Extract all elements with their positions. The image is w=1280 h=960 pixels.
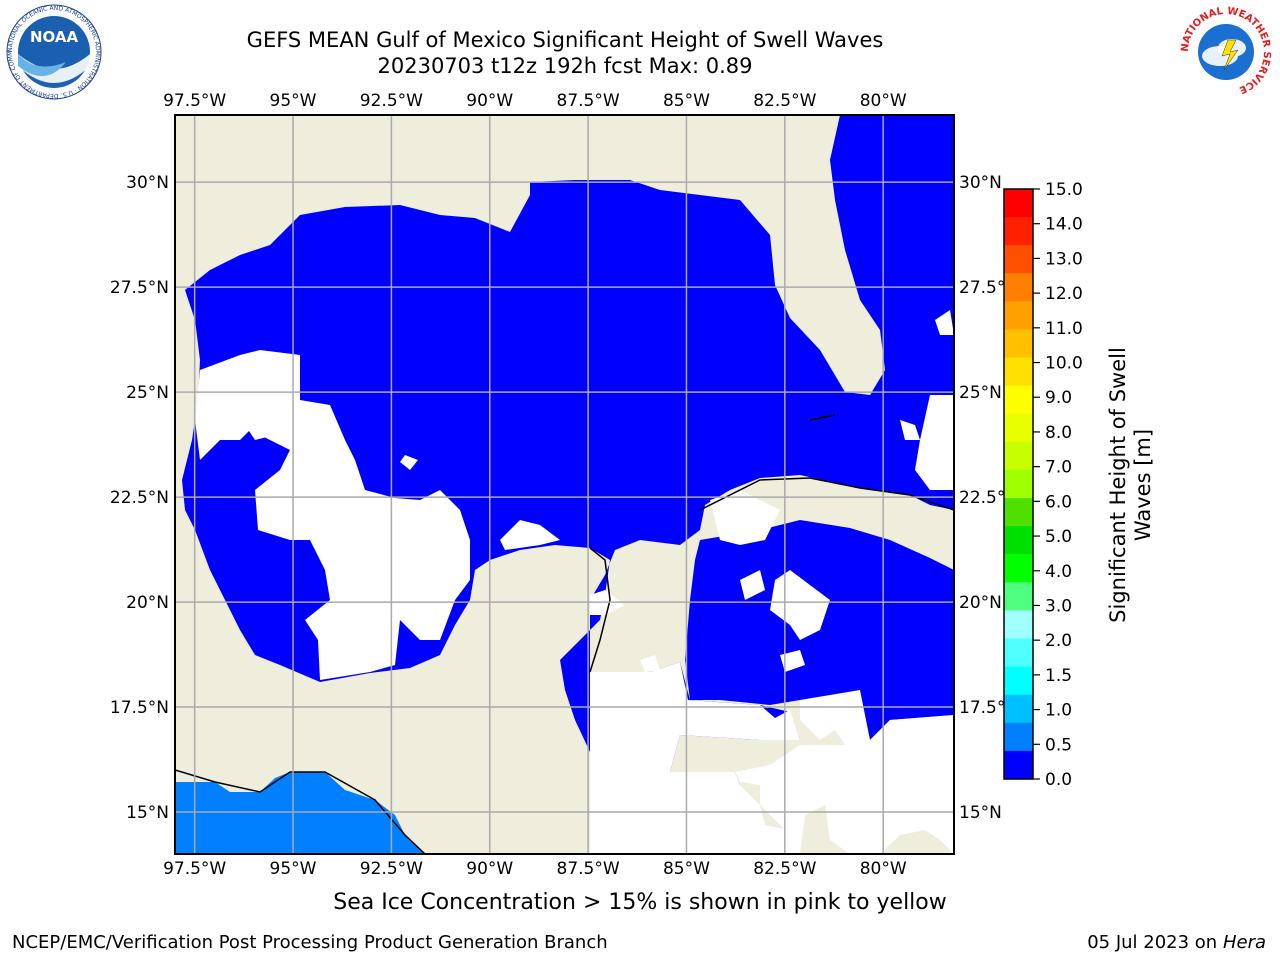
lon-tick-label: 80°W [860, 859, 907, 879]
colorbar-segment [1004, 217, 1033, 246]
no-data-patches [195, 310, 954, 854]
colorbar-tick-label: 12.0 [1045, 284, 1083, 304]
colorbar-segment [1004, 413, 1033, 443]
noaa-logo: NATIONAL OCEANIC AND ATMOSPHERIC ADMINIS… [6, 4, 102, 100]
lat-tick-label: 17.5°N [110, 698, 169, 718]
chart-subtitle: 20230703 t12z 192h fcst Max: 0.89 [377, 54, 753, 78]
lon-tick-label: 90°W [466, 91, 513, 111]
colorbar-tick-label: 1.0 [1045, 701, 1072, 721]
graticule [175, 115, 954, 854]
lon-tick-label: 82.5°W [753, 91, 816, 111]
colorbar-tick-label: 3.0 [1045, 596, 1072, 616]
colorbar-segment [1004, 582, 1033, 611]
colorbar-ticks: 15.0 14.0 13.0 12.0 11.0 10.0 9.0 8.0 7.0 6.0 5.0 4… [1033, 180, 1083, 790]
pacific-water [175, 772, 425, 854]
colorbar-segment [1004, 385, 1033, 415]
lon-tick-label: 92.5°W [360, 91, 423, 111]
colorbar [1003, 188, 1034, 780]
footer-date-text: 05 Jul 2023 on [1087, 932, 1218, 953]
lon-labels-top: 97.5°W 95°W 92.5°W 90°W 87.5°W 85°W 82.5°W 80°W [163, 91, 907, 111]
colorbar-tick-label: 2.0 [1045, 631, 1072, 651]
lon-tick-label: 97.5°W [163, 91, 226, 111]
colorbar-segment [1004, 357, 1033, 387]
lon-tick-label: 85°W [663, 859, 710, 879]
nws-logo: NATIONAL WEATHER SERVICE [1180, 6, 1272, 98]
lat-tick-label: 20°N [126, 593, 169, 613]
footer-machine: Hera [1222, 932, 1266, 953]
lon-tick-label: 92.5°W [360, 859, 423, 879]
lat-tick-label: 30°N [959, 173, 1002, 193]
colorbar-segment [1004, 694, 1033, 724]
colorbar-segment [1004, 638, 1033, 668]
lat-labels-left: 30°N 27.5°N 25°N 22.5°N 20°N 17.5°N 15°N [110, 173, 169, 823]
colorbar-tick-label: 4.0 [1045, 562, 1072, 582]
footer-date: 05 Jul 2023 on Hera [1087, 932, 1266, 953]
colorbar-segment [1004, 189, 1033, 218]
lon-tick-label: 82.5°W [753, 859, 816, 879]
colorbar-tick-label: 15.0 [1045, 180, 1083, 200]
lon-tick-label: 95°W [270, 91, 317, 111]
lon-tick-label: 90°W [466, 859, 513, 879]
lon-tick-label: 85°W [663, 91, 710, 111]
lon-tick-label: 87.5°W [557, 859, 620, 879]
colorbar-segment [1004, 666, 1033, 696]
colorbar-segment [1004, 722, 1033, 752]
colorbar-segment [1004, 469, 1033, 499]
lat-tick-label: 15°N [959, 803, 1002, 823]
lon-tick-label: 97.5°W [163, 859, 226, 879]
colorbar-segment [1004, 273, 1033, 302]
noaa-logo-text: NOAA [30, 28, 79, 46]
colorbar-segment [1004, 329, 1033, 359]
colorbar-segment [1004, 554, 1033, 583]
lat-tick-label: 25°N [126, 383, 169, 403]
colorbar-segment [1004, 498, 1033, 527]
colorbar-tick-label: 5.0 [1045, 527, 1072, 547]
colorbar-tick-label: 14.0 [1045, 215, 1083, 235]
lat-tick-label: 30°N [126, 173, 169, 193]
colorbar-segment [1004, 750, 1033, 780]
colorbar-tick-label: 13.0 [1045, 249, 1083, 269]
lat-tick-label: 27.5°N [110, 278, 169, 298]
lon-tick-label: 80°W [860, 91, 907, 111]
lon-tick-label: 95°W [270, 859, 317, 879]
lon-tick-label: 87.5°W [557, 91, 620, 111]
colorbar-segment [1004, 610, 1033, 640]
colorbar-tick-label: 0.5 [1045, 735, 1072, 755]
lat-tick-label: 15°N [126, 803, 169, 823]
colorbar-tick-label: 11.0 [1045, 319, 1083, 339]
colorbar-tick-label: 7.0 [1045, 458, 1072, 478]
map-frame [174, 114, 955, 855]
sea-ice-caption: Sea Ice Concentration > 15% is shown in … [333, 890, 947, 915]
colorbar-label-line2: Waves [m] [1131, 429, 1155, 541]
colorbar-segment [1004, 441, 1033, 471]
colorbar-segment [1004, 526, 1033, 555]
colorbar-tick-label: 0.0 [1045, 770, 1072, 790]
lon-labels-bottom: 97.5°W 95°W 92.5°W 90°W 87.5°W 85°W 82.5°W 80°W [163, 859, 907, 879]
colorbar-tick-label: 10.0 [1045, 354, 1083, 374]
chart-title: GEFS MEAN Gulf of Mexico Significant Hei… [246, 28, 884, 52]
colorbar-frame [1003, 188, 1034, 780]
colorbar-tick-label: 6.0 [1045, 492, 1072, 512]
colorbar-segment [1004, 245, 1033, 274]
colorbar-tick-label: 9.0 [1045, 388, 1072, 408]
lat-tick-label: 25°N [959, 383, 1002, 403]
colorbar-segment [1004, 301, 1033, 330]
lat-tick-label: 22.5°N [110, 488, 169, 508]
colorbar-tick-label: 8.0 [1045, 423, 1072, 443]
footer-credit: NCEP/EMC/Verification Post Processing Pr… [12, 932, 608, 953]
lat-tick-label: 20°N [959, 593, 1002, 613]
colorbar-label-line1: Significant Height of Swell [1106, 347, 1130, 623]
colorbar-tick-label: 1.5 [1045, 666, 1072, 686]
